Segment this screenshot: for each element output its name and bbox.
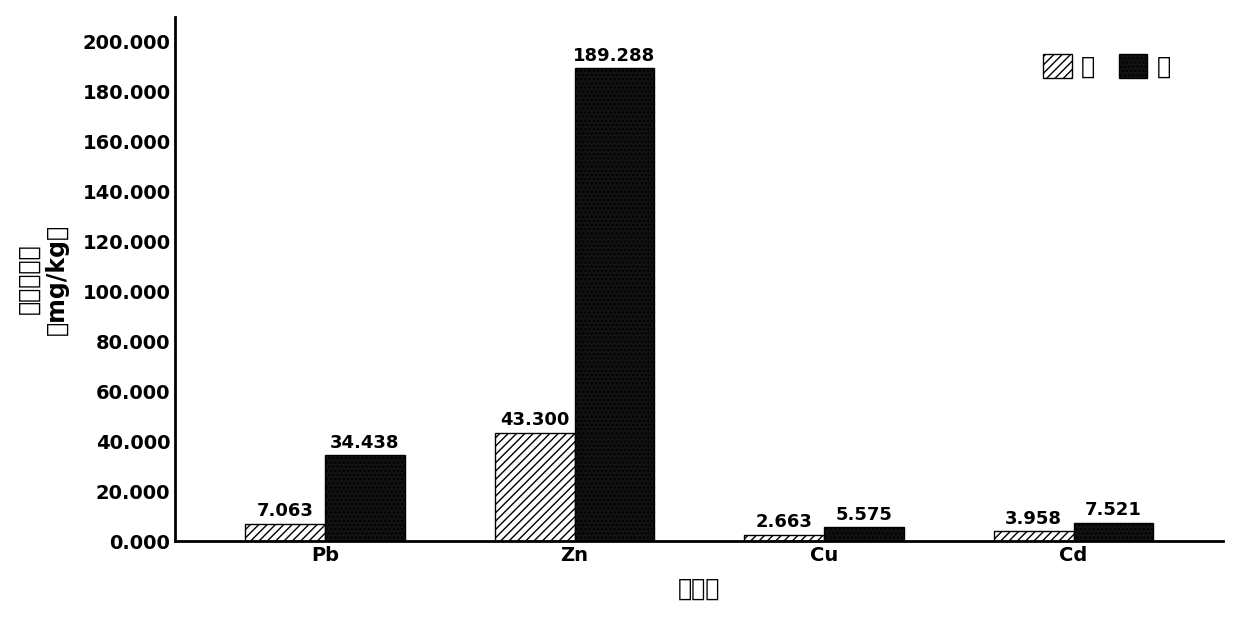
Y-axis label: 重金属含量
（mg/kg）: 重金属含量 （mg/kg） — [16, 223, 68, 334]
Legend: 茎, 叶: 茎, 叶 — [1034, 44, 1180, 88]
Bar — [993, 531, 1074, 541]
Bar — [246, 524, 325, 541]
Bar — [825, 528, 904, 541]
Text: 34.438: 34.438 — [330, 434, 399, 452]
X-axis label: 重金属: 重金属 — [678, 576, 720, 600]
Text: 43.300: 43.300 — [500, 412, 569, 429]
Bar — [325, 455, 405, 541]
Text: 7.063: 7.063 — [257, 502, 314, 520]
Bar — [495, 433, 574, 541]
Text: 5.575: 5.575 — [836, 506, 893, 524]
Bar — [1074, 523, 1153, 541]
Text: 7.521: 7.521 — [1085, 501, 1142, 519]
Text: 2.663: 2.663 — [755, 513, 812, 531]
Text: 189.288: 189.288 — [573, 47, 656, 65]
Text: 3.958: 3.958 — [1006, 510, 1063, 528]
Bar — [744, 535, 825, 541]
Bar — [574, 68, 655, 541]
